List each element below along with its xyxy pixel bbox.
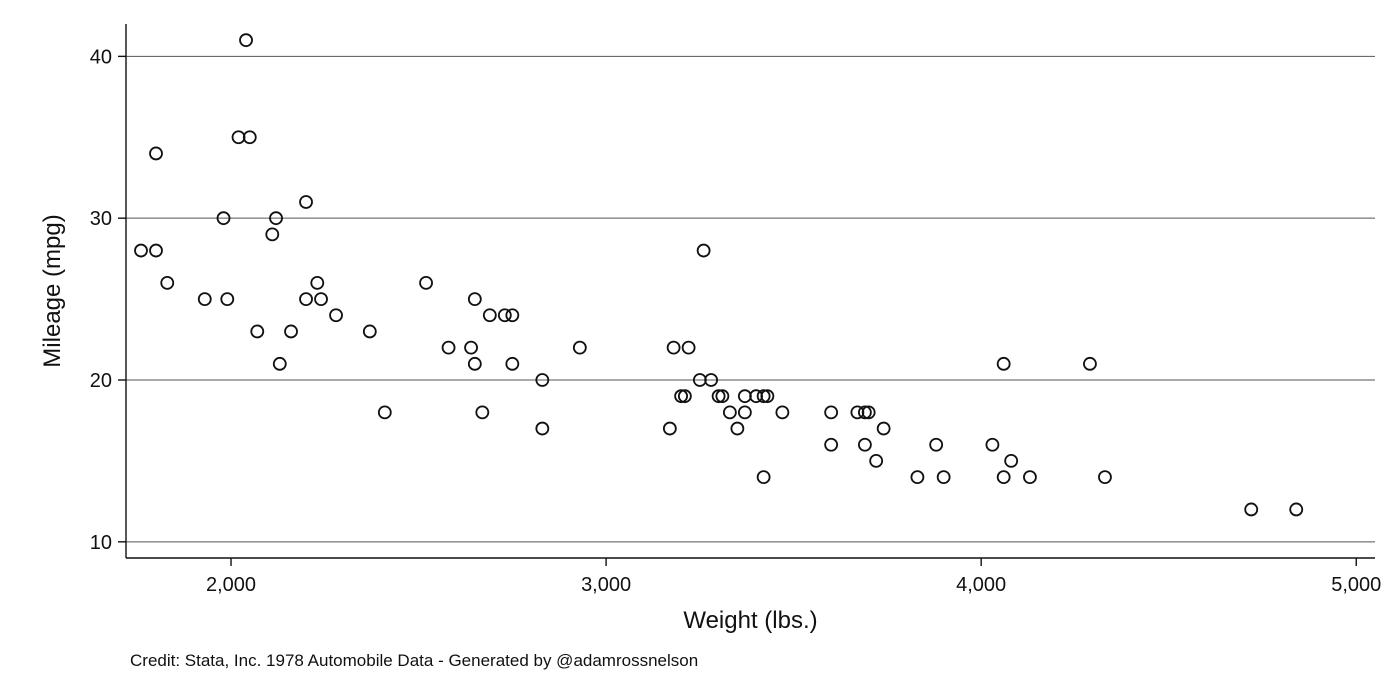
data-point bbox=[929, 437, 944, 452]
data-point bbox=[985, 437, 1000, 452]
data-point bbox=[996, 470, 1011, 484]
y-axis-label: Mileage (mpg) bbox=[39, 214, 66, 367]
data-point bbox=[242, 130, 257, 145]
data-point bbox=[861, 405, 876, 420]
data-point bbox=[467, 292, 482, 306]
data-point bbox=[1004, 454, 1019, 468]
data-point bbox=[662, 421, 677, 436]
data-point bbox=[265, 227, 280, 242]
data-point bbox=[299, 195, 313, 209]
data-point bbox=[824, 437, 839, 452]
data-point bbox=[756, 470, 771, 484]
data-point bbox=[329, 308, 343, 323]
scatter-chart: 2,000 3,000 4,000 5,000 10 20 30 40 Weight (lb… bbox=[39, 24, 1381, 634]
data-point bbox=[711, 389, 726, 404]
data-point bbox=[666, 340, 681, 355]
data-point bbox=[299, 292, 313, 306]
data-point bbox=[737, 389, 752, 404]
data-point bbox=[1244, 502, 1259, 517]
credit-caption: Credit: Stata, Inc. 1978 Automobile Data… bbox=[130, 651, 699, 670]
data-point bbox=[681, 340, 696, 355]
x-tick-label: 5,000 bbox=[1331, 574, 1381, 596]
x-tick-label: 2,000 bbox=[206, 574, 256, 596]
data-points bbox=[134, 33, 1304, 517]
data-point bbox=[160, 276, 175, 290]
data-point bbox=[497, 308, 512, 323]
data-point bbox=[134, 243, 148, 258]
data-point bbox=[1289, 502, 1304, 517]
data-point bbox=[250, 324, 265, 339]
data-point bbox=[677, 389, 692, 404]
gridlines bbox=[126, 55, 1375, 543]
data-point bbox=[475, 405, 490, 420]
data-point bbox=[1023, 470, 1037, 484]
y-tick-label: 20 bbox=[90, 370, 112, 392]
data-point bbox=[674, 389, 689, 404]
data-point bbox=[876, 421, 891, 436]
data-point bbox=[377, 405, 392, 420]
data-point bbox=[467, 356, 482, 371]
data-point bbox=[775, 405, 790, 420]
data-point bbox=[464, 340, 478, 355]
data-point bbox=[696, 243, 711, 258]
data-point bbox=[869, 454, 884, 468]
data-point bbox=[149, 146, 163, 161]
data-point bbox=[220, 292, 235, 306]
data-point bbox=[760, 389, 775, 404]
data-point bbox=[441, 340, 456, 355]
data-point bbox=[505, 308, 520, 323]
data-point bbox=[730, 421, 745, 436]
x-axis-label: Weight (lbs.) bbox=[683, 607, 817, 634]
data-point bbox=[505, 356, 520, 371]
data-point bbox=[715, 389, 730, 404]
data-point bbox=[936, 470, 951, 484]
data-point bbox=[269, 211, 283, 226]
data-point bbox=[910, 470, 925, 484]
x-tick-label: 3,000 bbox=[581, 574, 631, 596]
x-tick-label: 4,000 bbox=[956, 574, 1006, 596]
data-point bbox=[857, 405, 872, 420]
data-point bbox=[284, 324, 298, 339]
data-point bbox=[1083, 356, 1097, 371]
data-point bbox=[482, 308, 497, 323]
axes bbox=[125, 24, 1375, 559]
data-point bbox=[314, 292, 328, 306]
y-tick-label: 30 bbox=[90, 208, 112, 230]
data-point bbox=[824, 405, 839, 420]
data-point bbox=[737, 405, 752, 420]
data-point bbox=[310, 276, 325, 290]
data-point bbox=[704, 373, 719, 387]
data-point bbox=[722, 405, 737, 420]
data-point bbox=[216, 211, 231, 226]
data-point bbox=[535, 373, 550, 387]
y-ticks: 10 20 30 40 bbox=[90, 46, 126, 554]
data-point bbox=[419, 276, 433, 290]
data-point bbox=[1098, 470, 1112, 484]
y-tick-label: 40 bbox=[90, 46, 112, 68]
data-point bbox=[197, 292, 212, 306]
data-point bbox=[996, 356, 1011, 371]
data-point bbox=[857, 437, 872, 452]
data-point bbox=[239, 33, 253, 48]
data-point bbox=[362, 324, 377, 339]
x-ticks: 2,000 3,000 4,000 5,000 bbox=[206, 558, 1381, 596]
y-tick-label: 10 bbox=[90, 532, 112, 554]
data-point bbox=[572, 340, 587, 355]
data-point bbox=[756, 389, 771, 404]
data-point bbox=[272, 356, 287, 371]
data-point bbox=[535, 421, 550, 436]
data-point bbox=[149, 243, 163, 258]
data-point bbox=[231, 130, 246, 145]
